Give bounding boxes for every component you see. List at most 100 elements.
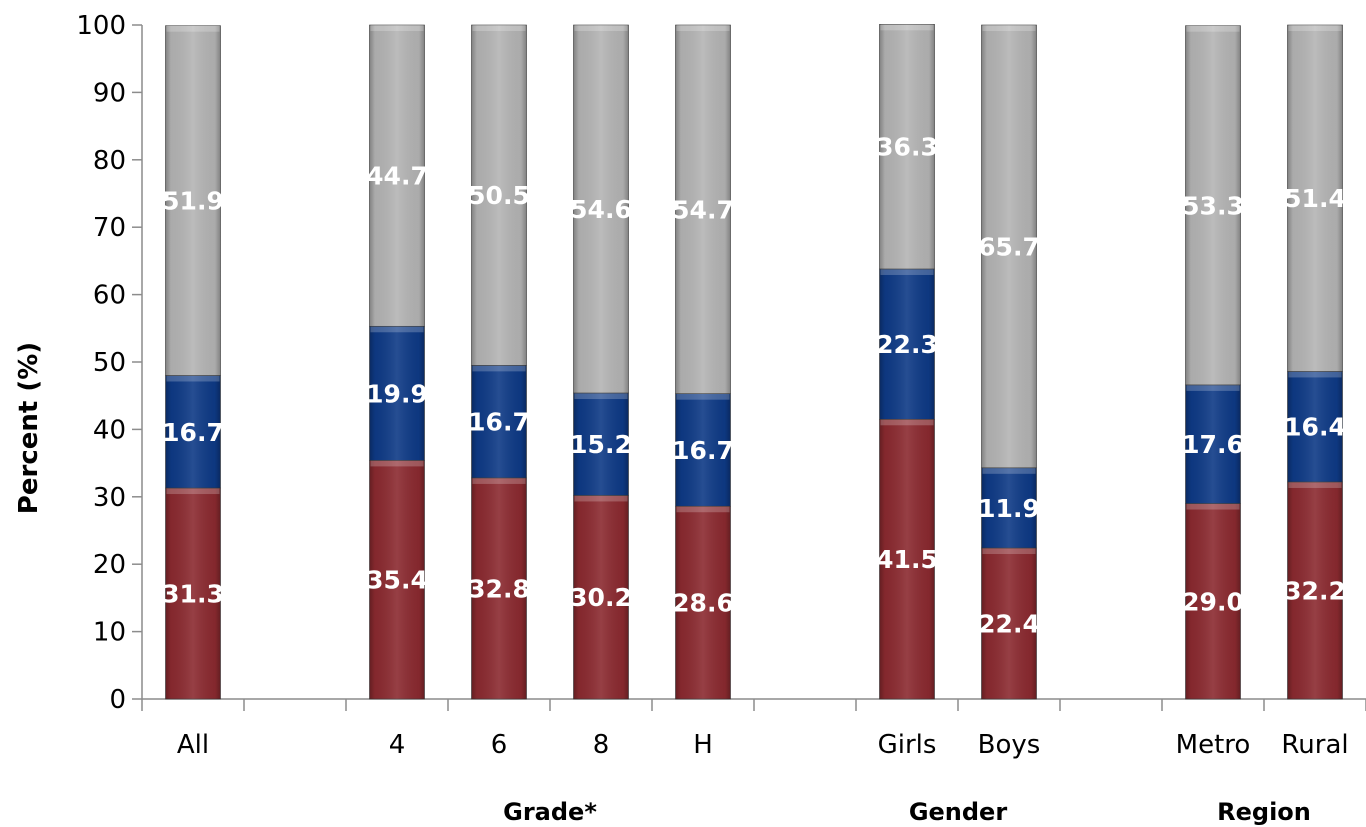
bar-segment-highlight bbox=[370, 326, 424, 333]
data-label: 28.6 bbox=[672, 589, 734, 618]
data-label: 22.3 bbox=[876, 330, 938, 359]
bar-segment-shading bbox=[165, 25, 221, 376]
bar-segment-highlight bbox=[676, 506, 730, 513]
data-label: 36.3 bbox=[876, 133, 938, 162]
bar-segment-shading bbox=[369, 25, 425, 327]
bar-segment-shading bbox=[165, 375, 221, 489]
bar-segment-shading bbox=[573, 495, 629, 699]
bar-segment-shading bbox=[369, 326, 425, 461]
bar-segment-highlight bbox=[880, 268, 934, 275]
bar-segment-shading bbox=[165, 488, 221, 699]
y-tick-label: 10 bbox=[93, 618, 126, 648]
y-tick-label: 20 bbox=[93, 550, 126, 580]
bar-segment-shading bbox=[471, 25, 527, 366]
bar-segment-shading bbox=[1287, 371, 1343, 482]
bar-segment-shading bbox=[675, 393, 731, 507]
bar-segment-shading bbox=[573, 393, 629, 496]
data-label: 50.5 bbox=[468, 181, 530, 210]
x-category-label: 4 bbox=[389, 730, 406, 760]
bar-segment-shading bbox=[675, 506, 731, 699]
bar-segment-shading bbox=[1287, 25, 1343, 372]
data-label: 54.7 bbox=[672, 195, 734, 224]
bar-segment-highlight bbox=[472, 365, 526, 372]
data-label: 51.9 bbox=[162, 187, 224, 216]
data-label: 16.4 bbox=[1284, 413, 1346, 442]
data-labels: 31.3 16.7 51.9 35.4 19.9 44.7 32.8 16.7 50.5 30.2… bbox=[162, 133, 1346, 639]
bar-segment-shading bbox=[573, 25, 629, 394]
bar-segment-highlight bbox=[574, 495, 628, 502]
bar-segment-shading bbox=[981, 25, 1037, 468]
bar-segment-highlight bbox=[166, 375, 220, 382]
y-tick-label: 0 bbox=[109, 685, 126, 715]
bar-segment-highlight bbox=[676, 25, 730, 31]
data-label: 17.6 bbox=[1182, 430, 1244, 459]
bar-segment-shading bbox=[1185, 384, 1241, 504]
y-tick-label: 80 bbox=[93, 146, 126, 176]
bar-segment-highlight bbox=[1186, 25, 1240, 32]
data-label: 32.2 bbox=[1284, 576, 1346, 605]
bar-segment-shading bbox=[981, 467, 1037, 549]
x-category-label: Boys bbox=[978, 730, 1041, 760]
data-label: 44.7 bbox=[366, 162, 428, 191]
bar-segment-highlight bbox=[166, 25, 220, 32]
x-group-label: Region bbox=[1217, 798, 1311, 826]
data-label: 32.8 bbox=[468, 574, 530, 603]
bar-segment-highlight bbox=[880, 419, 934, 426]
y-tick-label: 60 bbox=[93, 281, 126, 311]
bar-segment-shading bbox=[471, 477, 527, 699]
bar-segment-shading bbox=[879, 419, 935, 699]
data-label: 11.9 bbox=[978, 494, 1040, 523]
y-axis-label: Percent (%) bbox=[14, 342, 44, 514]
y-tick-label: 50 bbox=[93, 348, 126, 378]
bar-segment-highlight bbox=[880, 24, 934, 31]
bar-segment-highlight bbox=[1186, 503, 1240, 510]
data-label: 35.4 bbox=[366, 566, 428, 595]
bar-segment-highlight bbox=[472, 477, 526, 484]
bar-segment-highlight bbox=[1186, 384, 1240, 391]
y-tick-label: 30 bbox=[93, 483, 126, 513]
bar-segment-shading bbox=[879, 268, 935, 420]
bar-segment-highlight bbox=[472, 25, 526, 31]
bar-segment-shading bbox=[1287, 481, 1343, 699]
data-label: 22.4 bbox=[978, 610, 1040, 639]
x-category-label: 6 bbox=[491, 730, 508, 760]
bar-segment-shading bbox=[369, 460, 425, 699]
bar-segment-highlight bbox=[1288, 371, 1342, 378]
data-label: 53.3 bbox=[1182, 191, 1244, 220]
bar-segment-shading bbox=[1185, 25, 1241, 385]
x-group-label: Grade* bbox=[503, 798, 597, 826]
x-category-label: All bbox=[177, 730, 209, 760]
bar-segment-shading bbox=[981, 548, 1037, 699]
x-category-label: 8 bbox=[593, 730, 610, 760]
data-label: 16.7 bbox=[162, 418, 224, 447]
data-label: 30.2 bbox=[570, 583, 632, 612]
bars bbox=[165, 24, 1343, 700]
x-category-label: Metro bbox=[1176, 730, 1251, 760]
data-label: 19.9 bbox=[366, 379, 428, 408]
y-tick-label: 90 bbox=[93, 78, 126, 108]
data-label: 65.7 bbox=[978, 232, 1040, 261]
bar-segment-highlight bbox=[574, 393, 628, 400]
bar-segment-highlight bbox=[166, 488, 220, 495]
y-tick-label: 100 bbox=[76, 11, 126, 41]
data-label: 31.3 bbox=[162, 580, 224, 609]
data-label: 16.7 bbox=[468, 408, 530, 437]
data-label: 29.0 bbox=[1182, 587, 1244, 616]
bar-segment-highlight bbox=[370, 460, 424, 467]
y-tick-label: 40 bbox=[93, 415, 126, 445]
data-label: 15.2 bbox=[570, 430, 632, 459]
bar-segment-highlight bbox=[982, 548, 1036, 555]
data-label: 51.4 bbox=[1284, 184, 1346, 213]
data-label: 16.7 bbox=[672, 436, 734, 465]
bar-segment-highlight bbox=[370, 25, 424, 31]
axes: 0 10 20 30 40 50 60 70 80 90 100 All 4 6 8 H Girls Boys Me… bbox=[76, 11, 1366, 826]
x-category-label: H bbox=[693, 730, 713, 760]
y-tick-label: 70 bbox=[93, 213, 126, 243]
data-label: 54.6 bbox=[570, 195, 632, 224]
bar-segment-highlight bbox=[1288, 481, 1342, 488]
bar-segment-highlight bbox=[574, 25, 628, 31]
data-label: 41.5 bbox=[876, 545, 938, 574]
bar-segment-shading bbox=[879, 24, 935, 269]
bar-segment-highlight bbox=[676, 393, 730, 400]
